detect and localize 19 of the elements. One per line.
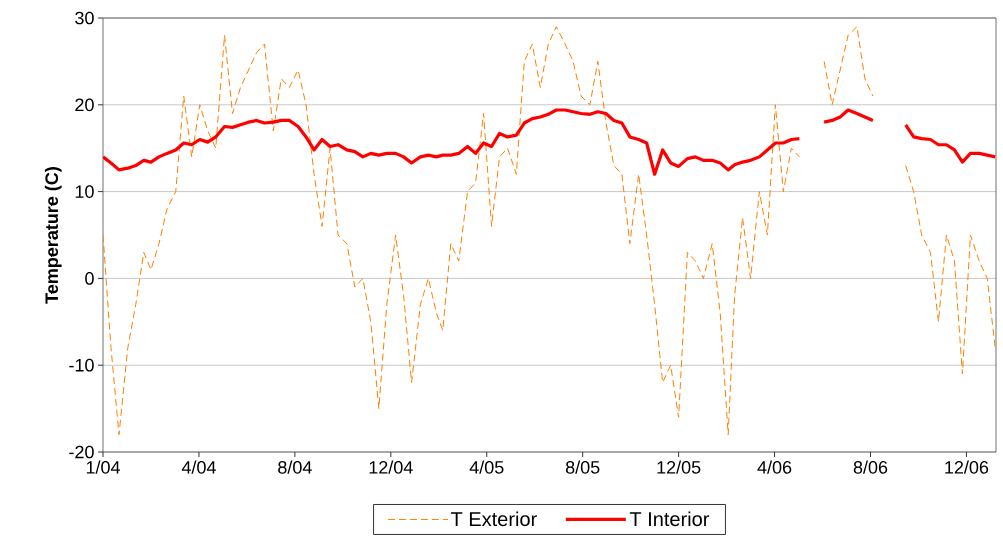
x-tick-label: 4/05 xyxy=(469,460,504,474)
x-tick-label: 4/06 xyxy=(757,460,792,474)
x-tick-label: 4/04 xyxy=(181,460,216,474)
y-tick-label: 10 xyxy=(75,185,94,198)
x-tick-label: 1/04 xyxy=(86,460,120,474)
x-tick-label: 12/06 xyxy=(945,460,989,474)
legend-label: T Interior xyxy=(629,511,710,527)
y-tick-label: 30 xyxy=(75,11,94,25)
x-tick-label: 8/05 xyxy=(565,460,600,474)
legend-label: T Exterior xyxy=(451,511,537,527)
y-tick-label: -10 xyxy=(69,358,94,372)
x-tick-label: 12/04 xyxy=(369,460,413,474)
y-tick-label: 20 xyxy=(75,98,94,112)
y-tick-label: 0 xyxy=(85,272,94,285)
x-tick-label: 8/06 xyxy=(853,460,888,474)
y-tick-label: -20 xyxy=(69,445,94,459)
y-axis-title: Temperature (C) xyxy=(44,167,62,304)
x-tick-label: 8/04 xyxy=(278,460,312,474)
x-tick-label: 12/05 xyxy=(657,460,701,474)
